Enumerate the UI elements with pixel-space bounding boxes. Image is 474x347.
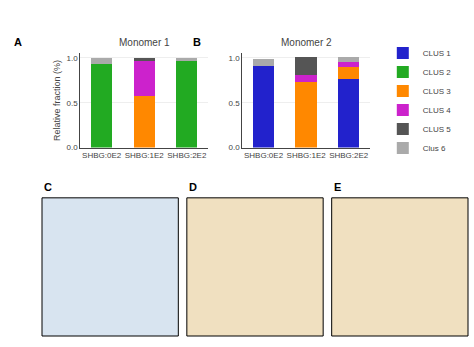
svg-text:CLUS 4: CLUS 4 bbox=[423, 106, 452, 115]
svg-text:Clus 6: Clus 6 bbox=[423, 144, 446, 153]
svg-text:Monomer 2: Monomer 2 bbox=[281, 37, 332, 48]
svg-text:CLUS 5: CLUS 5 bbox=[423, 125, 452, 134]
svg-text:SHBG:1E2: SHBG:1E2 bbox=[287, 151, 327, 160]
svg-text:SHBG:1E2: SHBG:1E2 bbox=[125, 151, 165, 160]
svg-text:SHBG:2E2: SHBG:2E2 bbox=[329, 151, 369, 160]
svg-text:SHBG:2E2: SHBG:2E2 bbox=[167, 151, 207, 160]
svg-text:0.0: 0.0 bbox=[67, 143, 79, 152]
svg-text:0.0: 0.0 bbox=[228, 143, 240, 152]
svg-text:SHBG:0E2: SHBG:0E2 bbox=[82, 151, 122, 160]
svg-text:C: C bbox=[44, 181, 52, 193]
svg-text:E: E bbox=[334, 181, 341, 193]
svg-text:Relative fraction (%): Relative fraction (%) bbox=[52, 60, 62, 141]
svg-text:CLUS 3: CLUS 3 bbox=[423, 87, 452, 96]
svg-text:D: D bbox=[189, 181, 197, 193]
svg-text:A: A bbox=[14, 36, 22, 48]
svg-text:Monomer 1: Monomer 1 bbox=[119, 37, 170, 48]
svg-text:1.0: 1.0 bbox=[67, 54, 79, 63]
svg-text:0.5: 0.5 bbox=[67, 99, 79, 108]
svg-text:CLUS 2: CLUS 2 bbox=[423, 68, 452, 77]
svg-text:SHBG:0E2: SHBG:0E2 bbox=[244, 151, 284, 160]
svg-text:B: B bbox=[193, 36, 201, 48]
svg-text:1.0: 1.0 bbox=[228, 54, 240, 63]
svg-text:CLUS 1: CLUS 1 bbox=[423, 49, 452, 58]
svg-text:0.5: 0.5 bbox=[228, 99, 240, 108]
